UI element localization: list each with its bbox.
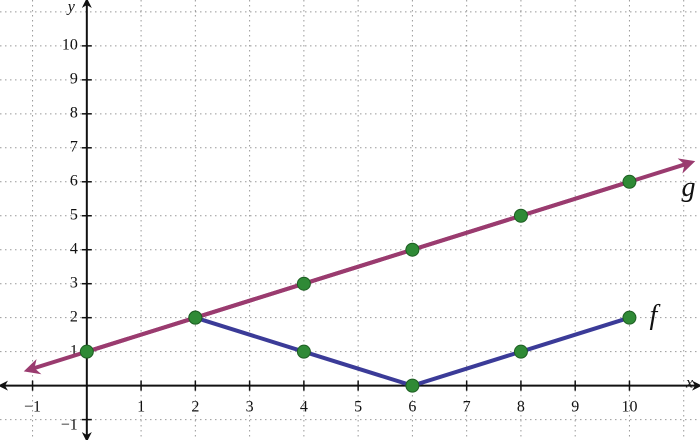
data-point bbox=[296, 344, 311, 359]
y-tick-label: 4 bbox=[70, 240, 78, 257]
y-tick-label: 10 bbox=[62, 37, 78, 54]
data-point bbox=[405, 378, 420, 393]
y-tick-label: 8 bbox=[70, 104, 78, 121]
x-axis-label: x bbox=[685, 374, 693, 391]
y-tick-label: 5 bbox=[70, 206, 78, 223]
x-tick-label: 7 bbox=[463, 398, 471, 415]
x-tick-label: 5 bbox=[354, 398, 362, 415]
data-point bbox=[513, 208, 528, 223]
y-tick-label: 2 bbox=[70, 308, 78, 325]
y-tick-label: 6 bbox=[70, 172, 78, 189]
x-tick-label: 6 bbox=[408, 398, 416, 415]
data-point bbox=[188, 310, 203, 325]
y-tick-label: −1 bbox=[61, 416, 78, 433]
x-tick-label: −1 bbox=[24, 398, 41, 415]
series-line bbox=[86, 179, 631, 354]
y-tick-label: 7 bbox=[70, 138, 78, 155]
data-point bbox=[79, 344, 94, 359]
data-point bbox=[296, 276, 311, 291]
data-point bbox=[513, 344, 528, 359]
data-point bbox=[622, 310, 637, 325]
data-point bbox=[622, 174, 637, 189]
series-label: f bbox=[649, 300, 660, 331]
x-tick-label: 9 bbox=[571, 398, 579, 415]
x-tick-label: 4 bbox=[300, 398, 308, 415]
y-axis-label: y bbox=[66, 0, 76, 16]
x-tick-label: 8 bbox=[517, 398, 525, 415]
y-tick-label: 9 bbox=[70, 71, 78, 88]
x-tick-label: 10 bbox=[621, 398, 637, 415]
data-point bbox=[405, 242, 420, 257]
series-label: g bbox=[681, 172, 695, 203]
x-tick-label: 2 bbox=[191, 398, 199, 415]
x-tick-label: 3 bbox=[246, 398, 254, 415]
x-tick-label: 1 bbox=[137, 398, 145, 415]
y-tick-label: 3 bbox=[70, 274, 78, 291]
